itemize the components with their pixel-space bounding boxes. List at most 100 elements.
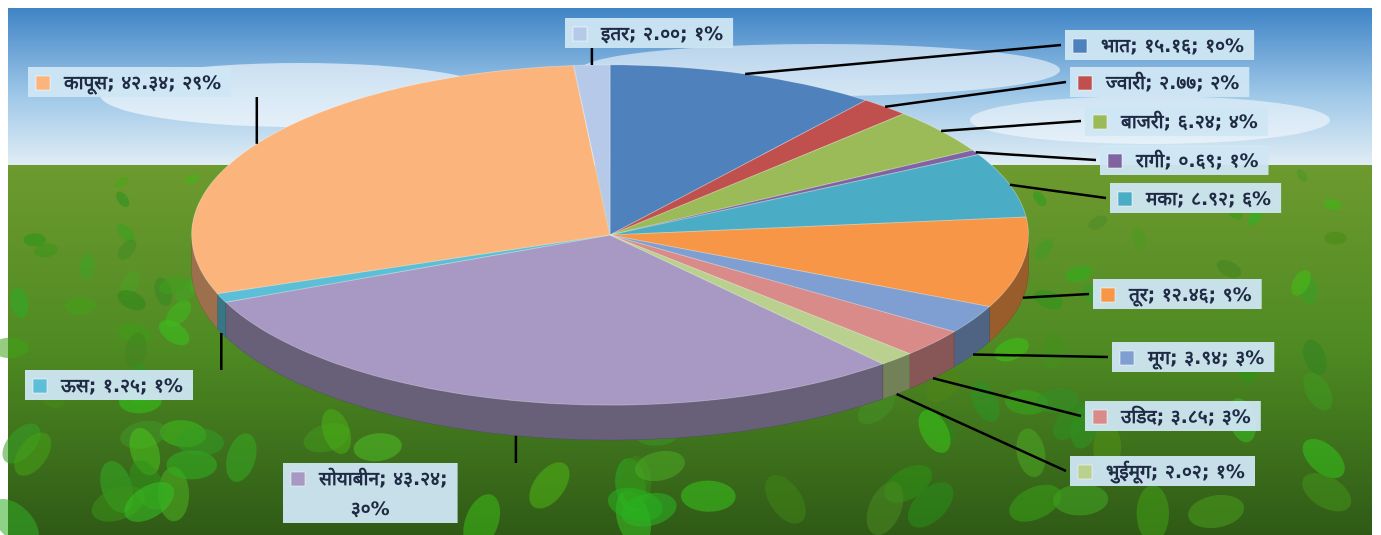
leaf — [184, 174, 200, 185]
label-box — [28, 67, 232, 97]
leaf — [0, 337, 29, 359]
slice-मका — [610, 154, 1027, 236]
leaf — [165, 300, 192, 327]
leaf — [1053, 401, 1089, 441]
leaf — [1016, 428, 1046, 478]
leaf — [1035, 238, 1053, 260]
leader-line-मका — [1009, 183, 1107, 200]
leaf — [116, 191, 130, 208]
leaf — [1065, 265, 1092, 283]
data-label-कापूस: कापूस; ४२.३४; २९% — [28, 67, 232, 97]
data-label-उडिद: उडिद; ३.८५; ३% — [1085, 401, 1261, 431]
leaf — [34, 243, 58, 258]
leaf — [1009, 484, 1062, 522]
slice-ऊस — [216, 234, 610, 303]
leaf — [1188, 494, 1245, 529]
leaf — [1053, 483, 1109, 516]
label-text: इतर; २.००; १% — [600, 23, 723, 45]
leaf — [529, 462, 570, 509]
label-text: ऊस; १.२५; १% — [60, 375, 183, 397]
label-box — [1110, 183, 1282, 213]
leaf — [857, 390, 895, 425]
leaf — [353, 433, 402, 462]
leaf — [1088, 215, 1108, 230]
leaf — [117, 290, 146, 311]
data-label-ऊस: ऊस; १.२५; १% — [25, 370, 193, 400]
leaf — [125, 332, 147, 369]
label-box — [283, 463, 458, 523]
slice-side-कापूस — [191, 234, 218, 330]
leaf — [866, 481, 904, 535]
leaf — [1296, 169, 1308, 183]
label-text: मूग; ३.९४; ३% — [1147, 347, 1264, 370]
legend-swatch — [1092, 114, 1108, 130]
data-label-सोयाबीन: सोयाबीन; ४३.२४; ३०% — [283, 463, 458, 523]
leader-line-तूर — [1022, 292, 1090, 300]
leader-line-बाजरी — [941, 119, 1082, 133]
leader-line-भात — [744, 43, 1062, 76]
leader-line-भुईमूग — [896, 392, 1067, 473]
data-label-मूग: मूग; ३.९४; ३% — [1112, 342, 1275, 372]
leaf — [176, 428, 224, 456]
label-box — [1100, 145, 1269, 175]
label-text: उडिद; ३.८५; ३% — [1120, 405, 1251, 428]
legend-swatch — [572, 26, 588, 42]
leaf — [634, 450, 685, 482]
leaf — [114, 176, 129, 189]
legend-swatch — [1072, 38, 1088, 54]
leaf — [0, 498, 39, 535]
leaf — [64, 297, 96, 315]
label-box — [1085, 106, 1268, 136]
leader-line-ज्वारी — [884, 80, 1067, 109]
label-text: भात; १५.१६; १०% — [1101, 35, 1244, 57]
legend-swatch — [35, 75, 51, 91]
label-box — [565, 18, 734, 48]
legend-swatch — [1100, 287, 1116, 303]
leaf — [10, 287, 29, 318]
label-text: बाजरी; ६.२४; ४% — [1120, 110, 1258, 133]
data-label-भात: भात; १५.१६; १०% — [1065, 30, 1255, 60]
label-box — [1085, 401, 1261, 431]
slice-भुईमूग — [610, 234, 911, 365]
label-text: मका; ८.९२; ६% — [1145, 188, 1271, 210]
pie-3d-sides — [191, 234, 1029, 441]
leaf — [970, 381, 1000, 422]
legend-swatch — [32, 378, 48, 394]
leaf — [765, 475, 806, 524]
leaf — [79, 253, 95, 280]
legend-swatch — [1092, 409, 1108, 425]
legend-swatch — [1117, 191, 1133, 207]
label-text: ज्वारी; २.७७; २% — [1105, 71, 1239, 94]
leaf — [1302, 339, 1327, 376]
label-box — [1065, 30, 1255, 60]
label-text: सोयाबीन; ४३.२४; — [318, 467, 448, 490]
leaf — [117, 239, 137, 260]
legend-swatch — [290, 471, 306, 487]
label-text: तूर; १२.४६; ९% — [1128, 284, 1252, 307]
data-label-ज्वारी: ज्वारी; २.७७; २% — [1070, 67, 1250, 97]
label-text: रागी; ०.६९; १% — [1135, 149, 1259, 172]
data-labels: भात; १५.१६; १०% ज्वारी; २.७७; २% बाजरी; ६.… — [25, 18, 1282, 523]
leader-lines — [220, 43, 1109, 473]
label-text: भुईमूग; २.०२; १% — [1106, 460, 1245, 484]
data-label-तूर: तूर; १२.४६; ९% — [1093, 279, 1262, 309]
leaf — [166, 450, 217, 480]
label-box — [1112, 342, 1275, 372]
leaf — [681, 480, 736, 512]
leaf — [463, 494, 501, 535]
leaf — [1042, 331, 1064, 369]
leaf — [159, 276, 187, 295]
leaf — [1302, 438, 1345, 479]
leaf — [926, 370, 962, 402]
leaf — [1323, 199, 1342, 210]
legend-swatch — [1107, 153, 1123, 169]
leaf — [1324, 231, 1347, 245]
legend-swatch — [1077, 75, 1093, 91]
leaf — [918, 409, 951, 453]
slice-side-भुईमूग — [882, 353, 910, 400]
leaf — [124, 482, 175, 522]
label-box — [1070, 67, 1250, 97]
leaf — [1302, 472, 1352, 512]
